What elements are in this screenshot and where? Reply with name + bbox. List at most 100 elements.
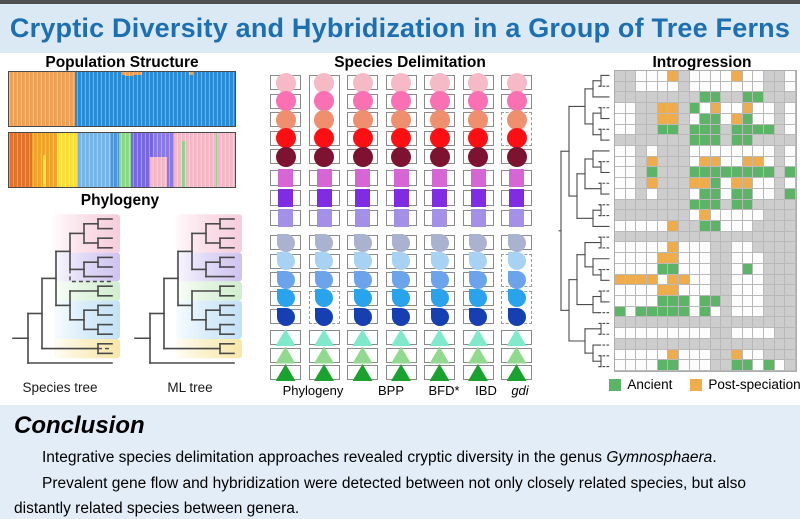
drops-box xyxy=(308,235,340,250)
circles-box xyxy=(270,149,301,164)
triangles-box xyxy=(308,365,340,380)
method-label-ibd: IBD xyxy=(475,383,497,398)
heatmap-cell xyxy=(636,92,647,104)
legend-item-ancient: Ancient xyxy=(609,377,672,392)
heatmap-cell xyxy=(721,178,733,189)
heatmap-cell xyxy=(625,285,637,296)
circles-box xyxy=(385,75,417,90)
heatmap-cell xyxy=(678,81,690,93)
drop-shape xyxy=(392,307,410,326)
heatmap-cell xyxy=(764,242,775,254)
heatmap-cell xyxy=(742,338,754,350)
heatmap-cell xyxy=(742,71,754,82)
heatmap-cell xyxy=(678,221,690,232)
square-shape xyxy=(355,209,370,227)
heatmap-cell xyxy=(742,263,754,275)
heatmap-cell xyxy=(668,135,679,146)
heatmap-cell xyxy=(636,306,647,318)
heatmap-cell xyxy=(774,263,786,275)
heatmap-cell xyxy=(753,338,765,350)
heatmap-cell xyxy=(753,253,765,264)
heatmap-cell xyxy=(615,263,626,275)
circle-shape xyxy=(506,91,527,111)
triangle-shape xyxy=(391,364,411,381)
heatmap-cell xyxy=(710,317,722,329)
heatmap-cell xyxy=(753,285,765,296)
heatmap-cell xyxy=(668,221,679,232)
heatmap-cell xyxy=(700,285,711,296)
square-shape xyxy=(278,189,293,207)
heatmap-cell xyxy=(764,188,775,200)
heatmap-cell xyxy=(774,146,786,157)
circles-box xyxy=(462,75,494,90)
heatmap-cell xyxy=(657,349,669,361)
heatmap-cell xyxy=(774,188,786,200)
circle-shape xyxy=(468,109,488,130)
circle-shape xyxy=(352,109,373,130)
heatmap-cell xyxy=(700,124,711,136)
heatmap-cell xyxy=(764,146,775,157)
heatmap-cell xyxy=(721,71,733,82)
heatmap-cell xyxy=(646,263,658,275)
drop-shape xyxy=(469,252,487,270)
heatmap-cell xyxy=(732,221,743,232)
heatmap-cell xyxy=(625,71,637,82)
circle-shape xyxy=(352,146,373,167)
heatmap-cell xyxy=(646,274,658,286)
method-label-gdi: gdi xyxy=(511,383,529,398)
drop-shape xyxy=(430,307,449,326)
heatmap-cell xyxy=(668,210,679,221)
heatmap-cell xyxy=(678,210,690,221)
heatmap-cell xyxy=(646,199,658,211)
heatmap-cell xyxy=(742,296,754,307)
heatmap-cell xyxy=(657,338,669,350)
heatmap-cell xyxy=(732,124,743,136)
circles-box xyxy=(424,75,455,90)
heatmap-cell xyxy=(657,231,669,243)
heatmap-cell xyxy=(710,285,722,296)
heatmap-cell xyxy=(732,156,743,168)
circle-shape xyxy=(391,109,411,130)
squares-box xyxy=(270,190,301,206)
heatmap-cell xyxy=(785,188,796,200)
ancient-swatch-icon xyxy=(609,378,622,391)
heatmap-cell xyxy=(678,167,690,179)
heatmap-cell xyxy=(785,349,796,361)
circles-box xyxy=(462,112,494,127)
heatmap-cell xyxy=(646,92,658,104)
circles-box xyxy=(270,130,301,146)
heatmap-cell xyxy=(700,242,711,254)
heatmap-cell xyxy=(678,178,690,189)
heatmap-cell xyxy=(689,296,701,307)
introgression-legend: Ancient Post-speciation xyxy=(600,377,800,392)
heatmap-cell xyxy=(657,317,669,329)
heatmap-cell xyxy=(646,167,658,179)
heatmap-cell xyxy=(710,156,722,168)
heatmap-cell xyxy=(753,263,765,275)
triangles-box xyxy=(347,347,378,363)
heatmap-cell xyxy=(710,199,722,211)
heatmap-cell xyxy=(636,274,647,286)
heatmap-cell xyxy=(625,349,637,361)
heatmap-cell xyxy=(689,274,701,286)
drops-box xyxy=(385,235,417,250)
heatmap-cell xyxy=(742,92,754,104)
heatmap-cell xyxy=(721,210,733,221)
drops-box xyxy=(385,253,417,269)
heatmap-cell xyxy=(689,317,701,329)
squares-box xyxy=(462,210,494,226)
post-speciation-swatch-icon xyxy=(690,378,703,391)
heatmap-cell xyxy=(657,210,669,221)
triangle-shape xyxy=(275,329,296,346)
heatmap-cell xyxy=(668,231,679,243)
heatmap-cell xyxy=(710,274,722,286)
triangles-box xyxy=(385,347,417,363)
heatmap-cell xyxy=(700,103,711,114)
heatmap-cell xyxy=(753,199,765,211)
heatmap-cell xyxy=(774,92,786,104)
triangle-shape xyxy=(391,329,411,346)
heatmap-cell xyxy=(785,167,796,179)
heatmap-cell xyxy=(636,296,647,307)
triangle-shape xyxy=(429,346,450,364)
heatmap-cell xyxy=(710,135,722,146)
